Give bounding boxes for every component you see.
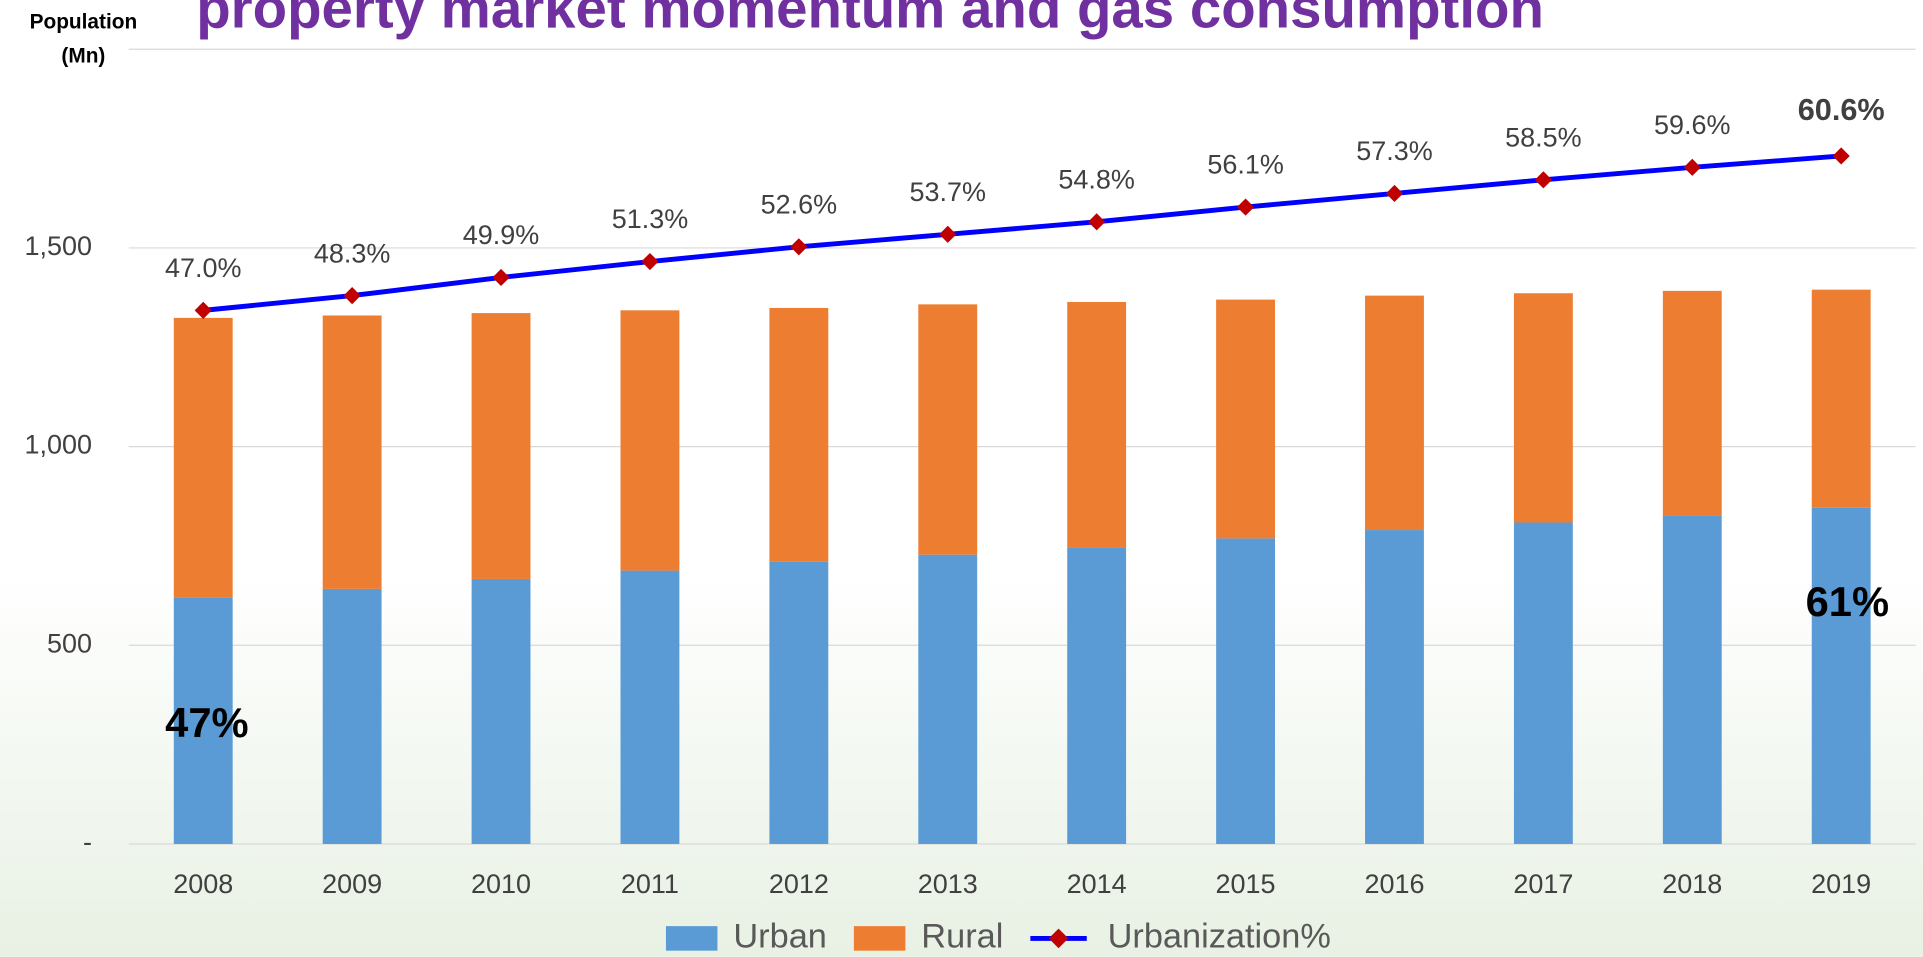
bar (769, 307, 829, 562)
bar (1067, 301, 1127, 548)
line (202, 153, 1842, 313)
bar (620, 570, 680, 844)
marker (1534, 171, 1552, 189)
bar (1513, 293, 1573, 523)
marker (194, 301, 212, 319)
y-tick-label: 1,500 (24, 231, 91, 261)
x-tick-label: 2008 (173, 869, 233, 899)
marker (492, 268, 510, 287)
x-tick-label: 2016 (1364, 869, 1424, 899)
legend-label: Urban (733, 917, 826, 955)
x-tick-label: 2018 (1662, 869, 1722, 899)
bar (918, 304, 978, 555)
marker (1088, 213, 1106, 231)
bar (1513, 522, 1573, 844)
bar (173, 317, 233, 598)
marker (641, 252, 659, 271)
bar (1662, 515, 1722, 844)
data-label: 49.9% (463, 220, 539, 250)
legend-label: Rural (921, 917, 1003, 955)
data-label: 60.6% (1798, 93, 1885, 127)
data-label: 57.3% (1356, 136, 1432, 166)
bar (620, 310, 680, 571)
x-tick-label: 2015 (1216, 869, 1276, 899)
x-tick-label: 2019 (1811, 869, 1871, 899)
legend-marker (1048, 928, 1069, 949)
data-label: 48.3% (314, 238, 390, 268)
legend-label: Urbanization% (1108, 917, 1331, 955)
bar (1067, 547, 1127, 844)
y-tick-label: 1,000 (24, 430, 91, 460)
legend-swatch (665, 926, 718, 951)
x-tick-label: 2013 (918, 869, 978, 899)
data-label: 56.1% (1207, 150, 1283, 180)
x-tick-label: 2012 (769, 869, 829, 899)
bar (1811, 507, 1871, 844)
bar (918, 554, 978, 844)
x-tick-label: 2009 (322, 869, 382, 899)
bar (1662, 290, 1722, 516)
bar (1811, 289, 1871, 508)
y-axis-label: Population (Mn) (30, 10, 138, 67)
marker (790, 238, 808, 256)
data-label: 51.3% (612, 204, 688, 234)
data-label: 59.6% (1654, 110, 1730, 140)
bar (322, 315, 382, 589)
data-label: 52.6% (761, 189, 837, 219)
bar (769, 561, 829, 844)
annotation: 47% (165, 699, 248, 746)
bar (322, 588, 382, 844)
bar (1216, 299, 1275, 539)
bar (1365, 530, 1424, 844)
bar (1365, 295, 1424, 531)
annotation: 61% (1806, 578, 1889, 625)
x-tick-label: 2010 (471, 869, 531, 899)
x-tick-label: 2011 (621, 869, 679, 899)
bar (471, 578, 531, 844)
data-label: 58.5% (1505, 122, 1581, 152)
data-label: 54.8% (1058, 164, 1134, 194)
bar (471, 313, 531, 579)
chart-title: property market momentum and gas consump… (196, 0, 1544, 39)
bar (1216, 538, 1275, 844)
y-tick-label: - (83, 827, 92, 857)
y-tick-label: 500 (47, 628, 92, 658)
bar (173, 597, 233, 844)
data-label: 47.0% (165, 253, 241, 283)
data-label: 53.7% (910, 177, 986, 207)
marker (1385, 184, 1404, 203)
marker (939, 225, 957, 243)
marker (1236, 198, 1255, 216)
marker (343, 287, 361, 305)
legend-swatch (853, 926, 906, 951)
x-tick-label: 2017 (1513, 869, 1573, 899)
x-tick-label: 2014 (1067, 869, 1127, 899)
